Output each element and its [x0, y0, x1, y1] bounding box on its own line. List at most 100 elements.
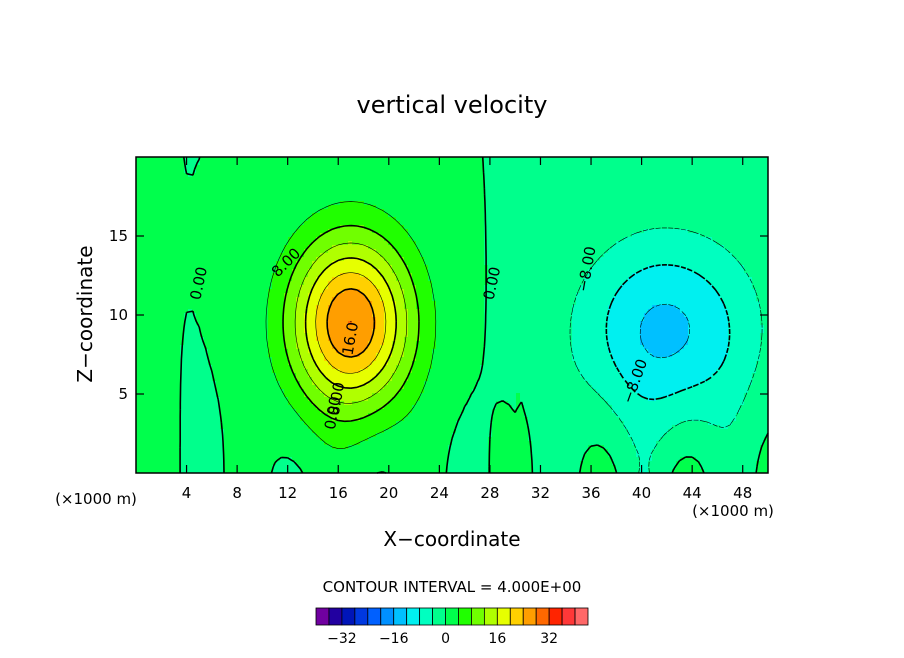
field-cell	[724, 177, 729, 182]
field-cell	[324, 173, 329, 178]
field-cell	[420, 241, 425, 246]
field-cell	[464, 253, 469, 258]
field-cell	[140, 257, 145, 262]
field-cell	[148, 205, 153, 210]
field-cell	[716, 193, 721, 198]
field-cell	[428, 185, 433, 190]
field-cell	[576, 217, 581, 222]
field-cell	[472, 261, 477, 266]
field-cell	[260, 173, 265, 178]
field-cell	[216, 177, 221, 182]
field-cell	[220, 205, 225, 210]
field-cell	[508, 177, 513, 182]
field-cell	[156, 281, 161, 286]
field-cell	[704, 257, 709, 262]
field-cell	[364, 249, 369, 254]
field-cell	[636, 229, 641, 234]
field-cell	[620, 225, 625, 230]
field-cell	[552, 237, 557, 242]
field-cell	[432, 249, 437, 254]
field-cell	[472, 277, 477, 282]
field-cell	[376, 249, 381, 254]
field-cell	[464, 209, 469, 214]
field-cell	[228, 165, 233, 170]
field-cell	[356, 185, 361, 190]
field-cell	[172, 197, 177, 202]
field-cell	[676, 277, 681, 282]
field-cell	[256, 217, 261, 222]
field-cell	[184, 225, 189, 230]
field-cell	[624, 261, 629, 266]
field-cell	[356, 197, 361, 202]
field-cell	[412, 181, 417, 186]
field-cell	[352, 233, 357, 238]
field-cell	[476, 201, 481, 206]
field-cell	[692, 173, 697, 178]
field-cell	[408, 205, 413, 210]
field-cell	[736, 237, 741, 242]
field-cell	[668, 161, 673, 166]
field-cell	[660, 257, 665, 262]
field-cell	[644, 169, 649, 174]
field-cell	[656, 265, 661, 270]
field-cell	[424, 237, 429, 242]
field-cell	[632, 197, 637, 202]
field-cell	[172, 217, 177, 222]
field-cell	[420, 249, 425, 254]
field-cell	[260, 241, 265, 246]
field-cell	[284, 237, 289, 242]
field-cell	[524, 193, 529, 198]
field-cell	[496, 185, 501, 190]
field-cell	[532, 249, 537, 254]
field-cell	[252, 157, 257, 162]
field-cell	[312, 273, 317, 278]
field-cell	[460, 265, 465, 270]
field-cell	[208, 201, 213, 206]
field-cell	[664, 205, 669, 210]
field-cell	[596, 225, 601, 230]
field-cell	[528, 261, 533, 266]
field-cell	[436, 217, 441, 222]
field-cell	[292, 213, 297, 218]
field-cell	[604, 261, 609, 266]
field-cell	[688, 217, 693, 222]
field-cell	[732, 209, 737, 214]
field-cell	[376, 197, 381, 202]
field-cell	[188, 217, 193, 222]
field-cell	[512, 217, 517, 222]
field-cell	[508, 253, 513, 258]
field-cell	[408, 157, 413, 162]
field-cell	[736, 241, 741, 246]
field-cell	[296, 173, 301, 178]
field-cell	[200, 249, 205, 254]
field-cell	[152, 249, 157, 254]
field-cell	[456, 221, 461, 226]
field-cell	[308, 253, 313, 258]
field-cell	[600, 177, 605, 182]
field-cell	[512, 157, 517, 162]
field-cell	[304, 217, 309, 222]
field-cell	[464, 241, 469, 246]
field-cell	[372, 245, 377, 250]
field-cell	[752, 261, 757, 266]
field-cell	[432, 233, 437, 238]
field-cell	[340, 237, 345, 242]
field-cell	[508, 157, 513, 162]
field-cell	[264, 217, 269, 222]
field-cell	[344, 173, 349, 178]
field-cell	[544, 165, 549, 170]
field-cell	[436, 229, 441, 234]
field-cell	[540, 265, 545, 270]
field-cell	[508, 257, 513, 262]
field-cell	[348, 205, 353, 210]
field-cell	[448, 245, 453, 250]
field-cell	[636, 161, 641, 166]
field-cell	[760, 273, 765, 278]
field-cell	[664, 241, 669, 246]
field-cell	[292, 261, 297, 266]
field-cell	[236, 197, 241, 202]
field-cell	[620, 249, 625, 254]
field-cell	[364, 217, 369, 222]
field-cell	[408, 229, 413, 234]
field-cell	[596, 229, 601, 234]
